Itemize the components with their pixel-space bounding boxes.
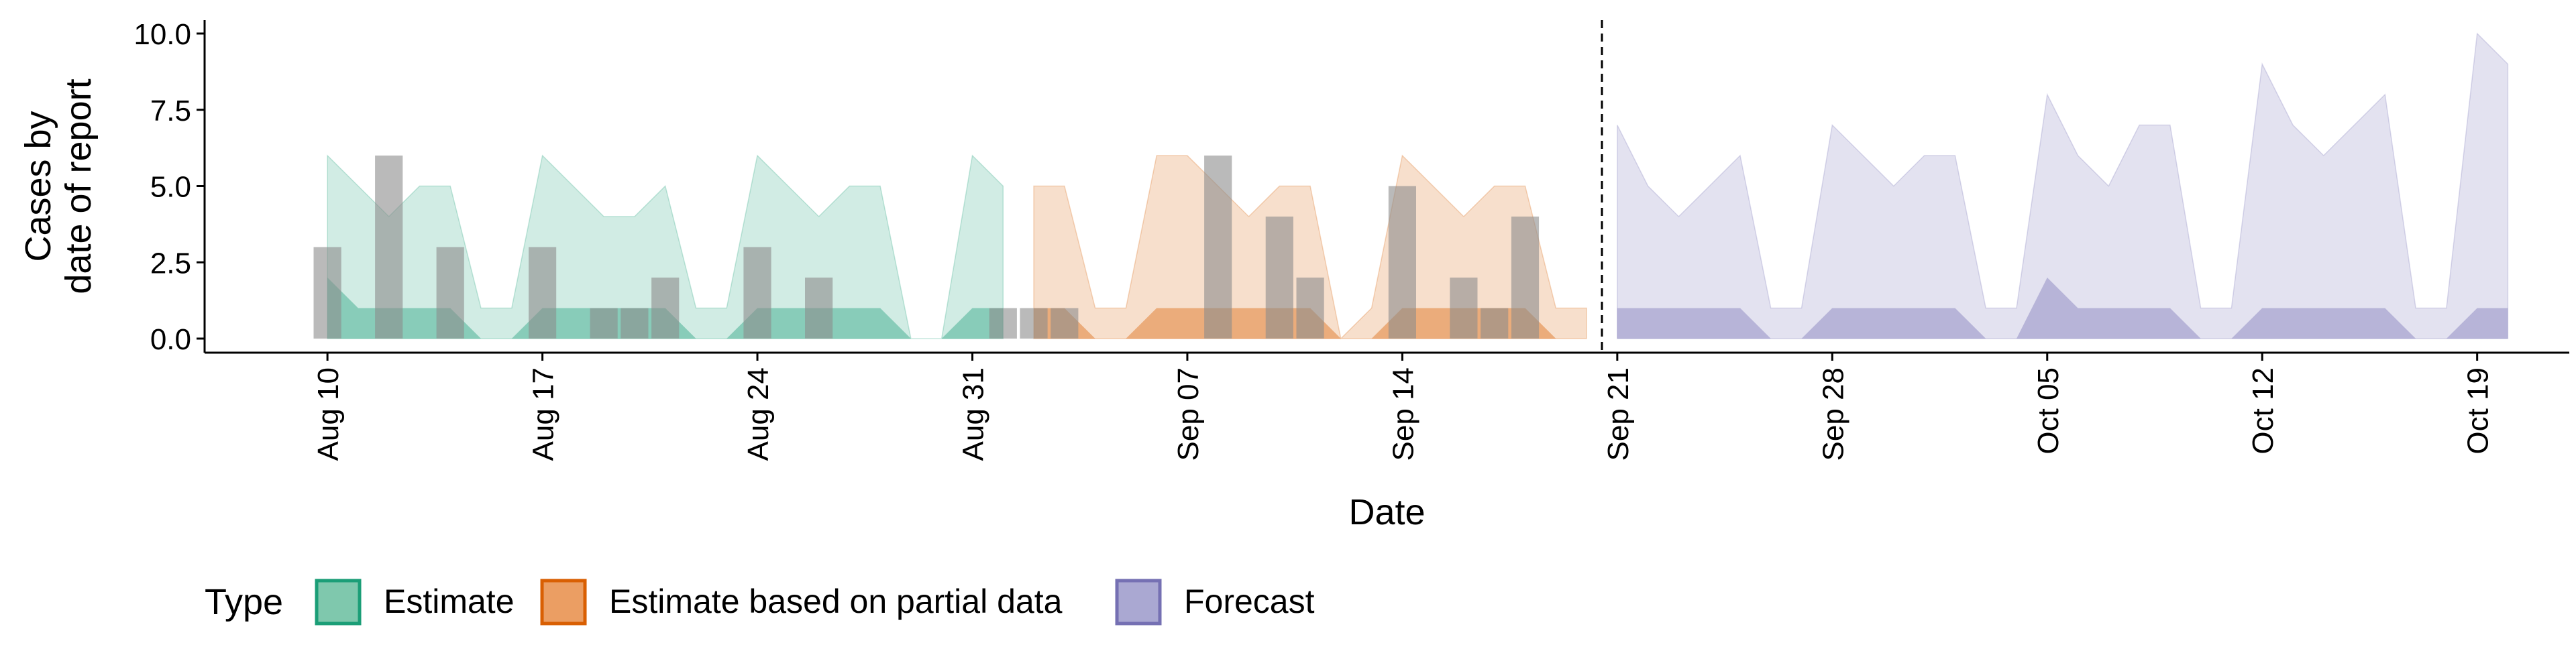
case-bar-3 xyxy=(529,247,557,339)
band-50-2-0 xyxy=(1617,278,2508,339)
case-bar-6 xyxy=(651,278,680,339)
case-bar-2 xyxy=(436,247,464,339)
legend-title: Type xyxy=(205,582,283,622)
legend-label-1: Estimate based on partial data xyxy=(609,583,1063,620)
case-bar-13 xyxy=(1265,217,1293,339)
x-axis-title: Date xyxy=(1348,492,1425,532)
x-tick-label-4: Sep 07 xyxy=(1172,367,1205,461)
y-axis-title-line-0: Cases by xyxy=(18,111,58,261)
case-bar-11 xyxy=(1051,308,1079,339)
x-tick-label-1: Aug 17 xyxy=(527,367,560,461)
case-bar-12 xyxy=(1204,156,1232,339)
case-bar-16 xyxy=(1450,278,1478,339)
case-bar-17 xyxy=(1481,308,1509,339)
x-tick-label-2: Aug 24 xyxy=(742,367,775,461)
case-bar-18 xyxy=(1511,217,1540,339)
y-tick-label-4: 10.0 xyxy=(133,18,191,51)
x-tick-label-8: Oct 05 xyxy=(2032,367,2065,455)
y-tick-label-2: 5.0 xyxy=(150,171,191,204)
y-tick-label-3: 7.5 xyxy=(150,95,191,127)
y-tick-label-1: 2.5 xyxy=(150,247,191,280)
bar-layer xyxy=(313,156,1540,339)
x-tick-label-7: Sep 28 xyxy=(1817,367,1849,461)
y-tick-label-0: 0.0 xyxy=(150,323,191,356)
y-axis-title-line-1: date of report xyxy=(58,78,99,294)
legend-label-0: Estimate xyxy=(384,583,515,620)
axes-layer: 0.0 2.5 5.0 7.5 10.0 Aug 10 Aug 17 Aug 24 Aug 31… xyxy=(18,18,2569,532)
case-bar-14 xyxy=(1296,278,1324,339)
legend-label-2: Forecast xyxy=(1184,583,1315,620)
band-50-0-0 xyxy=(327,278,1004,339)
case-bar-0 xyxy=(313,247,341,339)
legend-key-1 xyxy=(540,579,587,626)
legend-key-2 xyxy=(1115,579,1162,626)
legend: Type Estimate Estimate based on partial da… xyxy=(205,579,1315,626)
case-bar-7 xyxy=(743,247,771,339)
case-bar-10 xyxy=(1020,308,1048,339)
case-bar-9 xyxy=(989,308,1017,339)
band-90-2-0 xyxy=(1617,32,2509,339)
case-bar-4 xyxy=(590,308,618,339)
x-tick-label-3: Aug 31 xyxy=(957,367,989,461)
x-tick-label-6: Sep 21 xyxy=(1602,367,1635,461)
y-axis-title: Cases bydate of report xyxy=(18,78,99,294)
x-tick-label-0: Aug 10 xyxy=(312,367,345,461)
x-tick-label-10: Oct 19 xyxy=(2462,367,2495,455)
case-bar-1 xyxy=(375,156,403,339)
x-tick-label-9: Oct 12 xyxy=(2247,367,2279,455)
x-tick-label-5: Sep 14 xyxy=(1387,367,1419,461)
band-layer xyxy=(327,32,2509,340)
case-bar-15 xyxy=(1388,186,1416,339)
case-bar-8 xyxy=(805,278,833,339)
legend-key-0 xyxy=(315,579,362,626)
case-bar-5 xyxy=(621,308,649,339)
